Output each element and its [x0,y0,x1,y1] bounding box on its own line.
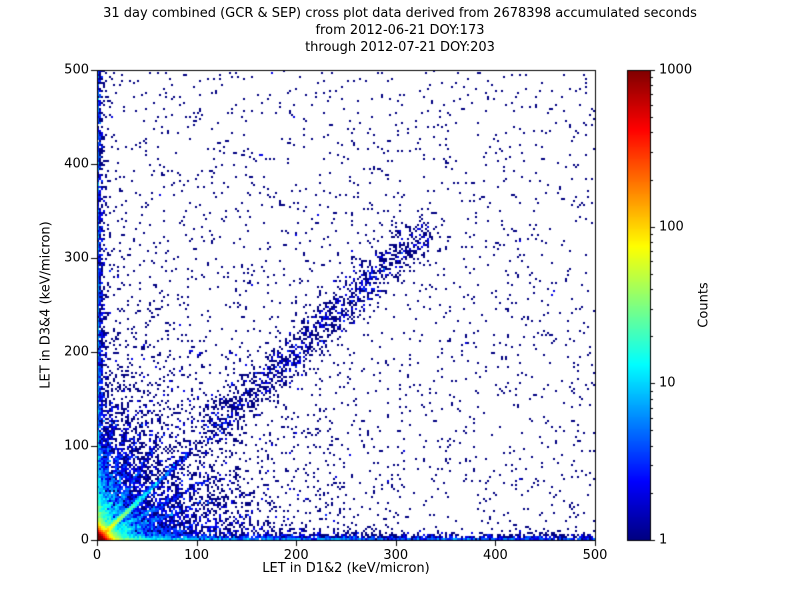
y-tick-label: 100 [64,438,89,454]
x-tick-label: 400 [482,548,508,563]
y-axis-label: LET in D3&4 (keV/micron) [38,221,54,389]
y-tick-label: 200 [64,344,89,360]
x-tick-label: 0 [92,548,102,563]
y-tick-label: 0 [80,532,89,548]
y-tick-label: 500 [64,62,89,78]
x-tick-label: 200 [283,548,309,563]
x-axis-label: LET in D1&2 (keV/micron) [262,561,430,576]
colorbar-tick-label: 1000 [659,62,693,78]
y-tick-label: 300 [64,250,89,266]
colorbar-tick-label: 1 [659,532,668,548]
colorbar-tick-label: 10 [659,375,676,391]
colorbar-label: Counts [696,282,712,328]
x-tick-label: 100 [184,548,210,563]
x-tick-label: 300 [383,548,409,563]
x-tick-label: 500 [582,548,608,563]
colorbar-tick-label: 100 [659,219,684,235]
y-tick-label: 400 [64,156,89,172]
